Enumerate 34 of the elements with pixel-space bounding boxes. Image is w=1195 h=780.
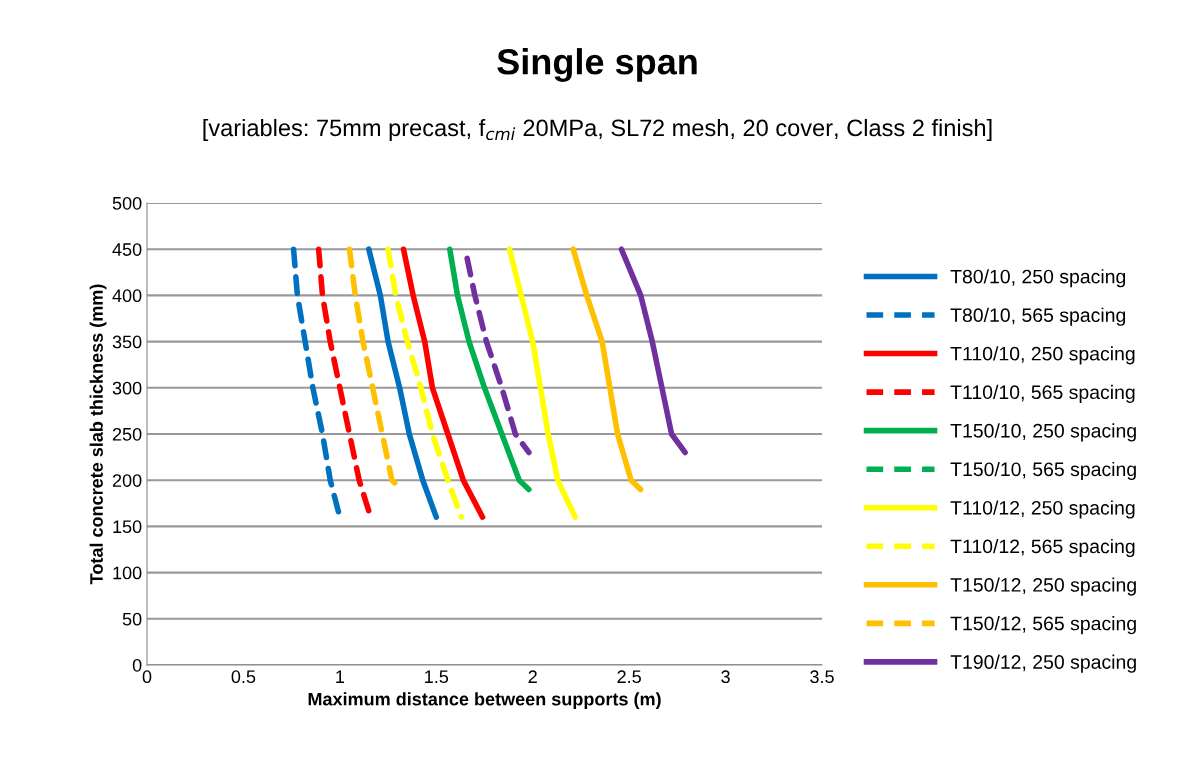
legend-label: T150/10, 250 spacing	[950, 423, 1136, 442]
y-tick-label: 300	[112, 381, 142, 395]
x-tick-label: 0	[142, 670, 152, 684]
y-tick-label: 100	[113, 566, 142, 580]
legend-label: T190/12, 250 spacing	[950, 654, 1136, 673]
legend-label: T110/12, 250 spacing	[950, 500, 1135, 519]
legend-label: T150/12, 250 spacing	[950, 577, 1136, 596]
legend-label: T80/10, 250 spacing	[950, 269, 1126, 288]
x-tick-label: 2	[528, 670, 537, 683]
x-axis-title: Maximum distance between supports (m)	[308, 692, 661, 710]
chart-title: Single span	[497, 48, 697, 82]
y-tick-label: 200	[112, 474, 142, 487]
y-axis-title: Total concrete slab thickness (mm)	[89, 284, 107, 585]
legend-label: T150/10, 565 spacing	[950, 461, 1136, 481]
legend-label: T110/10, 250 spacing	[950, 346, 1135, 365]
x-tick-label: 2.5	[617, 670, 641, 684]
x-tick-label: 3.5	[810, 670, 834, 684]
y-tick-label: 450	[112, 243, 142, 256]
y-tick-label: 500	[112, 196, 142, 210]
y-tick-label: 400	[112, 289, 142, 303]
x-tick-label: 3	[721, 670, 730, 684]
chart-subtitle: [variables: 75mm precast, f$_{cmi}$ 20MPa, SL72 mesh, 20 cover, Class 2 finish]	[203, 118, 992, 141]
y-tick-label: 150	[113, 520, 142, 534]
y-tick-label: 50	[122, 612, 142, 626]
x-tick-label: 1.5	[425, 670, 449, 684]
legend-label: T80/10, 565 spacing	[950, 307, 1126, 326]
x-tick-label: 1	[336, 670, 344, 683]
legend-label: T110/12, 565 spacing	[950, 538, 1135, 558]
legend-label: T110/10, 565 spacing	[950, 384, 1135, 403]
y-tick-label: 250	[112, 427, 142, 441]
x-tick-label: 0.5	[231, 670, 256, 684]
legend-label: T150/12, 565 spacing	[950, 616, 1136, 635]
y-tick-label: 0	[132, 658, 142, 672]
y-tick-label: 350	[112, 335, 142, 349]
